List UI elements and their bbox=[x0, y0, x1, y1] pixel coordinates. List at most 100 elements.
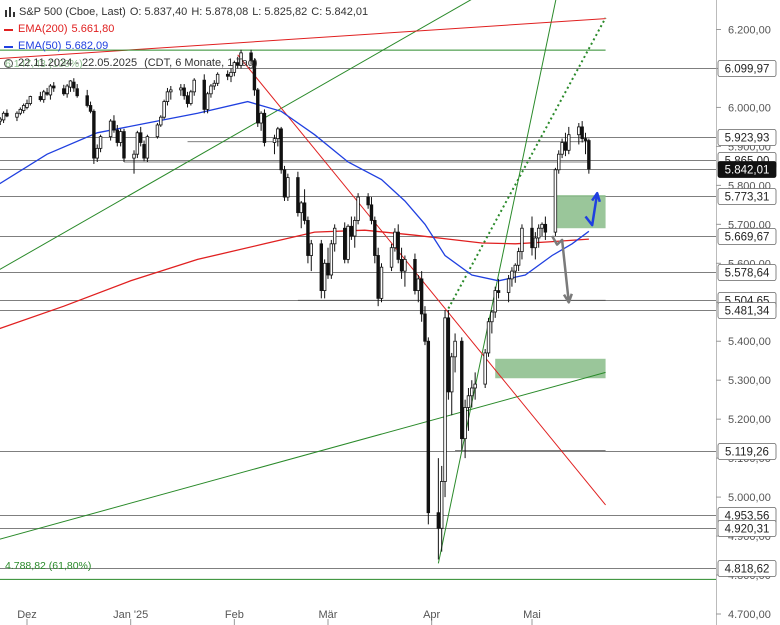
candle-body bbox=[249, 52, 253, 62]
price-label-box bbox=[717, 161, 777, 178]
candle-body bbox=[75, 88, 79, 97]
candle-body bbox=[256, 89, 260, 124]
x-tick-label: Dez bbox=[17, 609, 37, 621]
candle-body bbox=[493, 290, 497, 313]
x-axis: Dez Jan '25 Feb Mär Apr Mai bbox=[17, 609, 541, 625]
legend-ema50-value: 5.682,09 bbox=[65, 40, 109, 52]
price-label: 5.119,26 bbox=[725, 447, 769, 459]
support-zone bbox=[495, 358, 606, 379]
candle-body bbox=[496, 290, 501, 293]
candle-body bbox=[92, 110, 96, 159]
candle-body bbox=[88, 105, 93, 112]
candle-body bbox=[239, 52, 243, 66]
candle-body bbox=[436, 512, 441, 529]
fib-faint-label: 6.147,43 (100%) bbox=[5, 58, 83, 70]
candle-body bbox=[189, 91, 193, 104]
price-label-box bbox=[717, 302, 777, 319]
chart-legend: S&P 500 (Cboe, Last) O: 5.837,40 H: 5.87… bbox=[4, 4, 368, 72]
price-label: 5.842,01 bbox=[725, 165, 770, 177]
candle-body bbox=[490, 311, 494, 323]
candle-body bbox=[583, 138, 588, 141]
candle-body bbox=[319, 243, 324, 291]
candle-body bbox=[48, 85, 53, 96]
candle-body bbox=[376, 255, 380, 299]
candle-body bbox=[28, 96, 33, 104]
candle-body bbox=[463, 407, 467, 440]
candle-body bbox=[68, 80, 73, 88]
trendlines-layer bbox=[0, 0, 607, 564]
candle-body bbox=[516, 251, 521, 266]
candle-body bbox=[567, 134, 571, 151]
price-label: 4.818,62 bbox=[725, 564, 770, 576]
legend-high: H: 5.878,08 bbox=[191, 6, 249, 18]
candlestick-icon bbox=[4, 7, 15, 18]
candle-body bbox=[1, 112, 6, 121]
candle-body bbox=[520, 227, 524, 253]
candle-body bbox=[282, 169, 287, 198]
arrow-path bbox=[584, 193, 599, 227]
price-label: 5.481,34 bbox=[725, 306, 770, 318]
candle-body bbox=[580, 126, 584, 140]
candle-body bbox=[346, 225, 350, 260]
candle-body bbox=[332, 227, 337, 245]
candle-body bbox=[21, 105, 26, 111]
price-label-box bbox=[717, 188, 777, 205]
candle-body bbox=[419, 278, 424, 315]
candle-body bbox=[135, 132, 140, 155]
candle-body bbox=[423, 313, 427, 342]
y-tick-label: 5.300,00 bbox=[728, 375, 771, 387]
candle-body bbox=[0, 118, 2, 122]
legend-close: C: 5.842,01 bbox=[311, 6, 369, 18]
candle-body bbox=[205, 93, 210, 110]
candle-body bbox=[563, 142, 568, 151]
candle-body bbox=[142, 144, 146, 159]
price-label: 5.923,93 bbox=[725, 133, 770, 145]
candle-body bbox=[155, 124, 160, 138]
candle-body bbox=[533, 237, 538, 249]
candle-body bbox=[353, 220, 357, 237]
candles-layer bbox=[0, 49, 591, 560]
price-label: 5.669,67 bbox=[725, 232, 770, 244]
candle-body bbox=[329, 243, 334, 276]
candle-body bbox=[403, 259, 407, 272]
price-label-box bbox=[717, 560, 777, 577]
candle-body bbox=[557, 153, 561, 171]
candle-body bbox=[506, 278, 511, 293]
candle-body bbox=[510, 270, 514, 280]
candle-body bbox=[426, 340, 431, 514]
candle-body bbox=[577, 126, 581, 136]
candle-body bbox=[473, 383, 477, 389]
legend-period-row: 22.11.2024 - 22.05.2025 (CDT, 6 Monate, … bbox=[4, 55, 368, 72]
legend-period-detail: (CDT, 6 Monate, 1 Tag) bbox=[144, 57, 258, 69]
candle-body bbox=[98, 136, 103, 149]
candle-body bbox=[369, 204, 374, 221]
candle-body bbox=[252, 60, 257, 91]
candle-body bbox=[235, 62, 240, 66]
candle-body bbox=[45, 92, 49, 95]
candle-body bbox=[212, 82, 216, 87]
candle-body bbox=[276, 128, 280, 140]
trendline bbox=[0, 0, 472, 270]
price-label-box bbox=[717, 520, 777, 537]
ema-layer bbox=[0, 100, 590, 330]
legend-ema50-row: EMA(50) 5.682,09 bbox=[4, 38, 368, 55]
x-tick-label: Jan '25 bbox=[113, 609, 148, 621]
price-label-box bbox=[717, 60, 777, 77]
candle-body bbox=[182, 87, 186, 97]
candle-body bbox=[232, 62, 237, 73]
candle-body bbox=[543, 223, 548, 233]
candle-body bbox=[322, 262, 327, 291]
candle-body bbox=[229, 71, 233, 77]
candle-body bbox=[162, 101, 166, 118]
candle-body bbox=[540, 223, 544, 229]
candle-body bbox=[450, 356, 454, 393]
candle-body bbox=[396, 231, 400, 260]
ema200-swatch bbox=[4, 28, 13, 31]
candle-body bbox=[159, 116, 163, 126]
legend-ema50-label: EMA(50) bbox=[18, 40, 62, 52]
price-label-box bbox=[717, 264, 777, 281]
candle-body bbox=[466, 395, 471, 408]
legend-ema200-value: 5.661,80 bbox=[71, 23, 115, 35]
candle-body bbox=[18, 108, 23, 114]
candle-body bbox=[413, 259, 417, 291]
